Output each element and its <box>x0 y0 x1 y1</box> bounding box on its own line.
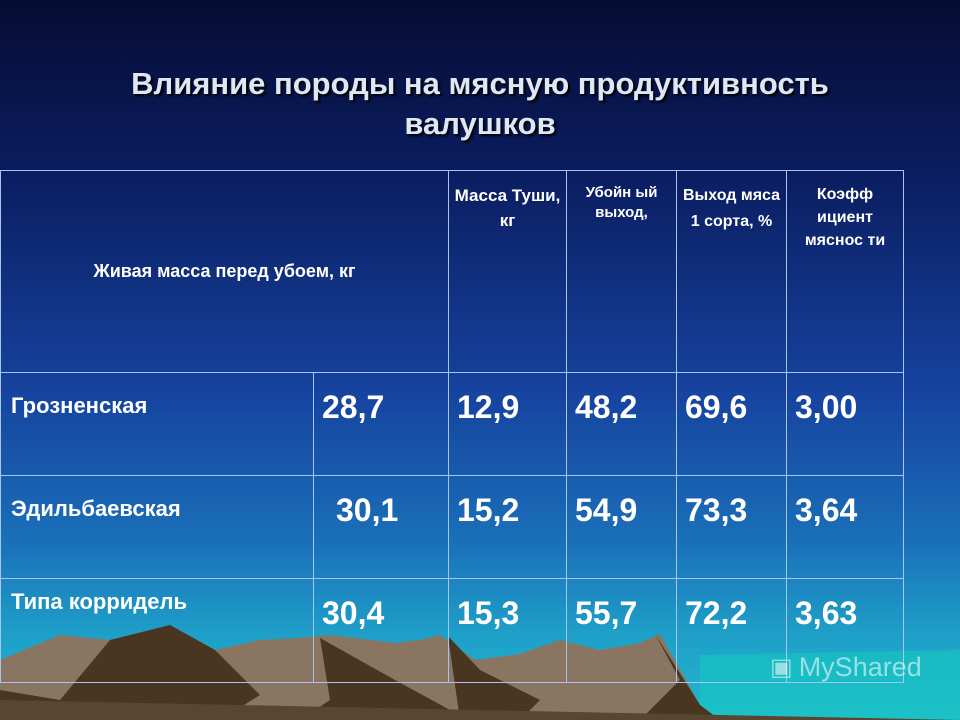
breed-productivity-table: Живая масса перед убоем, кг Масса Туши, … <box>0 170 904 683</box>
cell-live-weight: 30,1 <box>313 475 449 579</box>
cell-live-weight: 30,4 <box>313 578 449 683</box>
cell-meat-yield: 73,3 <box>676 475 787 579</box>
presentation-board-icon: ▣ <box>770 654 793 681</box>
breed-name: Типа корридель <box>0 578 314 683</box>
cell-live-weight: 28,7 <box>313 372 449 476</box>
cell-slaughter-yield: 48,2 <box>566 372 677 476</box>
breed-name: Эдильбаевская <box>0 475 314 579</box>
cell-meat-yield: 72,2 <box>676 578 787 683</box>
watermark: ▣ MyShared <box>770 652 922 683</box>
header-row: Живая масса перед убоем, кг Масса Туши, … <box>0 170 904 373</box>
watermark-text: MyShared <box>798 652 922 682</box>
header-slaughter-yield: Убойн ый выход, <box>566 170 677 373</box>
cell-meatiness: 3,63 <box>786 578 904 683</box>
table-row: Грозненская 28,7 12,9 48,2 69,6 3,00 <box>0 372 904 476</box>
title-line-2: валушков <box>404 106 556 141</box>
cell-carcass-mass: 15,2 <box>448 475 567 579</box>
cell-carcass-mass: 15,3 <box>448 578 567 683</box>
header-live-weight: Живая масса перед убоем, кг <box>0 170 449 373</box>
table-row: Эдильбаевская 30,1 15,2 54,9 73,3 3,64 <box>0 475 904 579</box>
slide-title: Влияние породы на мясную продуктивность … <box>0 64 960 144</box>
table-row: Типа корридель 30,4 15,3 55,7 72,2 3,63 <box>0 578 904 683</box>
cell-meatiness: 3,00 <box>786 372 904 476</box>
header-meat-yield: Выход мяса 1 сорта, % <box>676 170 787 373</box>
header-meatiness-coefficient: Коэфф ициент мяснос ти <box>786 170 904 373</box>
cell-carcass-mass: 12,9 <box>448 372 567 476</box>
cell-slaughter-yield: 55,7 <box>566 578 677 683</box>
cell-slaughter-yield: 54,9 <box>566 475 677 579</box>
header-carcass-mass: Масса Туши, кг <box>448 170 567 373</box>
title-line-1: Влияние породы на мясную продуктивность <box>131 66 829 101</box>
cell-meat-yield: 69,6 <box>676 372 787 476</box>
cell-meatiness: 3,64 <box>786 475 904 579</box>
breed-name: Грозненская <box>0 372 314 476</box>
